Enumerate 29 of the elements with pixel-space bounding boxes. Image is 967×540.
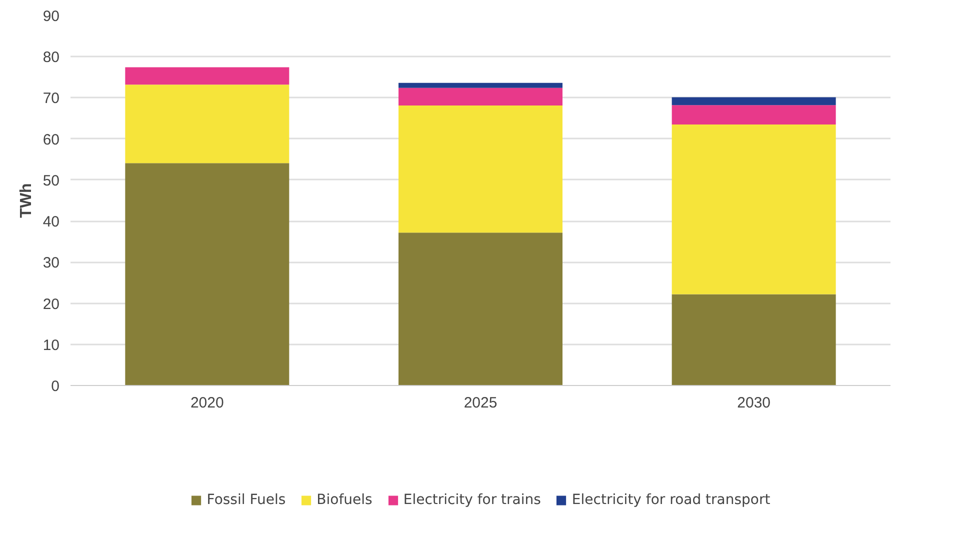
y-tick-label: 0	[51, 378, 60, 395]
bar	[125, 163, 290, 386]
bar	[398, 106, 562, 233]
legend-label: Electricity for trains	[403, 492, 541, 508]
bar	[398, 232, 562, 386]
bar	[672, 124, 836, 294]
y-tick-label: 80	[42, 49, 60, 66]
y-tick-label: 20	[42, 296, 60, 313]
y-axis-title: TWh	[18, 183, 35, 218]
y-tick-label: 30	[42, 254, 60, 272]
y-tick-label: 90	[42, 8, 60, 25]
legend-label: Biofuels	[316, 492, 372, 508]
y-tick-label: 60	[42, 131, 60, 148]
bar	[125, 84, 290, 164]
bar	[125, 67, 290, 85]
x-tick-label: 2020	[190, 394, 224, 412]
bar	[672, 294, 836, 386]
y-tick-label: 40	[42, 214, 60, 231]
legend-label: Electricity for road transport	[572, 492, 770, 508]
bar	[672, 97, 836, 106]
bar	[672, 105, 836, 124]
y-tick-label: 70	[42, 90, 60, 108]
y-tick-label: 10	[42, 336, 60, 354]
y-tick-label: 50	[42, 172, 60, 190]
bar	[398, 82, 562, 88]
legend-label: Fossil Fuels	[206, 492, 286, 508]
x-tick-label: 2025	[464, 394, 498, 412]
x-tick-label: 2030	[737, 394, 771, 412]
bar	[398, 88, 562, 106]
